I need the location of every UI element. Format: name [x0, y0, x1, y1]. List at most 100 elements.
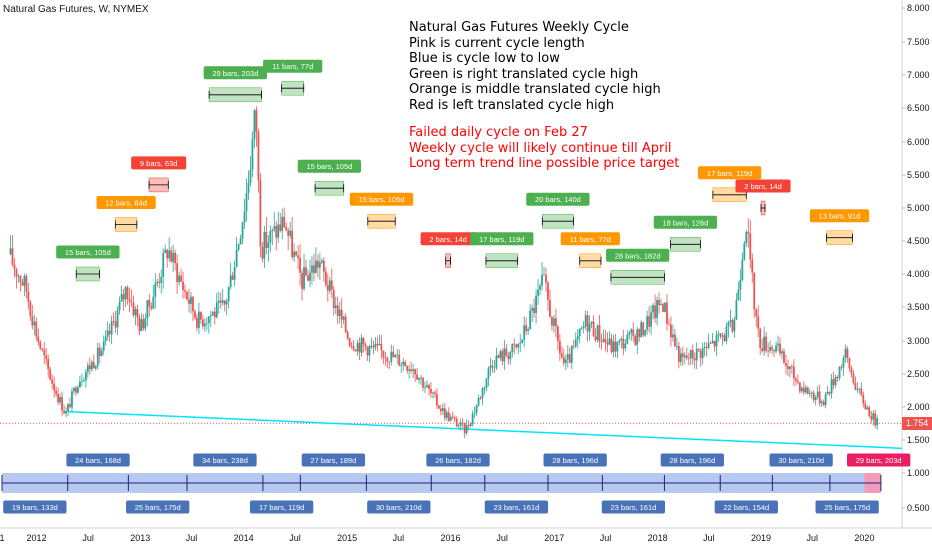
- candle-body: [701, 348, 704, 359]
- candle-body: [356, 342, 359, 352]
- candle-body: [535, 295, 537, 314]
- candle-body: [459, 422, 462, 426]
- candle-body: [564, 359, 567, 364]
- candle-body: [182, 281, 184, 291]
- candle-body: [838, 366, 841, 379]
- cycle-label: 28 bars, 196d: [552, 456, 598, 465]
- candle-body: [866, 407, 869, 410]
- candle-body: [243, 211, 246, 223]
- x-tick-label: 2017: [544, 533, 564, 543]
- candle-body: [791, 366, 793, 368]
- candle-body: [836, 377, 839, 379]
- cycle-high-label: 15 bars, 105d: [359, 195, 405, 204]
- candle-body: [648, 316, 651, 327]
- candle-body: [527, 328, 530, 331]
- candle-body: [261, 246, 264, 259]
- candle-body: [451, 416, 454, 418]
- candle-body: [194, 311, 196, 318]
- candle-body: [178, 275, 180, 283]
- candle-body: [344, 316, 347, 333]
- candle-body: [164, 249, 167, 253]
- candle-body: [600, 341, 603, 343]
- candle-body: [693, 358, 696, 361]
- candle-body: [404, 361, 407, 367]
- y-tick-label: 7.000: [907, 70, 930, 80]
- candle-body: [35, 321, 38, 337]
- candle-body: [27, 291, 30, 302]
- candle-body: [479, 398, 482, 399]
- candle-body: [350, 346, 353, 347]
- candle-body: [166, 249, 169, 259]
- candle-body: [455, 418, 458, 427]
- candle-body: [533, 307, 535, 314]
- candle-body: [39, 341, 42, 349]
- candle-body: [826, 391, 829, 395]
- candle-body: [612, 341, 615, 353]
- note-line-red: Failed daily cycle on Feb 27: [409, 125, 588, 140]
- candle-body: [120, 294, 123, 302]
- cycle-label-bg: [660, 453, 724, 467]
- candle-body: [424, 387, 426, 389]
- candle-body: [174, 252, 177, 264]
- cycle-high-label: 17 bars, 119d: [707, 169, 752, 178]
- candle-body: [51, 379, 54, 384]
- candle-body: [346, 332, 349, 339]
- candle-body: [664, 302, 666, 312]
- candle-body: [767, 350, 770, 352]
- candle-body: [775, 345, 777, 352]
- candle-body: [509, 351, 512, 360]
- candle-body: [318, 262, 321, 268]
- candle-body: [211, 311, 214, 316]
- candle-body: [31, 316, 34, 326]
- candle-body: [658, 299, 660, 306]
- candle-body: [57, 394, 59, 403]
- candle-body: [430, 389, 432, 394]
- candle-body: [267, 242, 270, 248]
- candle-body: [225, 301, 228, 305]
- cycle-label: 25 bars, 175d: [135, 503, 181, 512]
- cycle-label-bg: [126, 500, 190, 514]
- candle-body: [638, 329, 641, 338]
- candle-body: [207, 316, 210, 324]
- candle-body: [610, 338, 613, 353]
- candle-body: [745, 231, 748, 244]
- y-tick-label: 4.000: [907, 269, 930, 279]
- candle-body: [844, 348, 847, 358]
- x-tick-label: 2018: [648, 533, 668, 543]
- candle-body: [322, 260, 325, 272]
- candle-body: [100, 350, 103, 356]
- candle-body: [9, 248, 12, 255]
- candle-body: [334, 305, 337, 309]
- candle-body: [152, 296, 155, 309]
- candle-body: [33, 321, 36, 326]
- candle-body: [840, 366, 843, 368]
- candle-body: [719, 333, 722, 337]
- candle-body: [209, 315, 212, 317]
- candle-body: [721, 335, 724, 337]
- candle-body: [289, 230, 292, 236]
- x-tick-label: 2015: [337, 533, 357, 543]
- candle-body: [130, 301, 133, 303]
- candle-body: [781, 351, 783, 354]
- candle-body: [239, 238, 242, 244]
- cycle-label: 30 bars, 210d: [778, 456, 824, 465]
- candle-body: [303, 267, 305, 289]
- candle-body: [592, 321, 595, 337]
- note-line: Natural Gas Futures Weekly Cycle: [409, 20, 629, 35]
- candle-body: [114, 321, 117, 328]
- candle-body: [793, 366, 795, 379]
- cycle-high-label-bg: [420, 232, 476, 246]
- candle-body: [104, 336, 107, 342]
- candle-body: [90, 362, 93, 370]
- candle-body: [769, 347, 772, 351]
- candle-body: [386, 357, 389, 362]
- candle-body: [624, 343, 627, 349]
- candle-body: [136, 309, 139, 318]
- candle-body: [203, 323, 206, 327]
- candle-body: [140, 319, 143, 332]
- cycle-label: 34 bars, 238d: [202, 456, 248, 465]
- candle-body: [25, 276, 28, 292]
- candle-body: [729, 320, 732, 323]
- candle-body: [144, 318, 147, 329]
